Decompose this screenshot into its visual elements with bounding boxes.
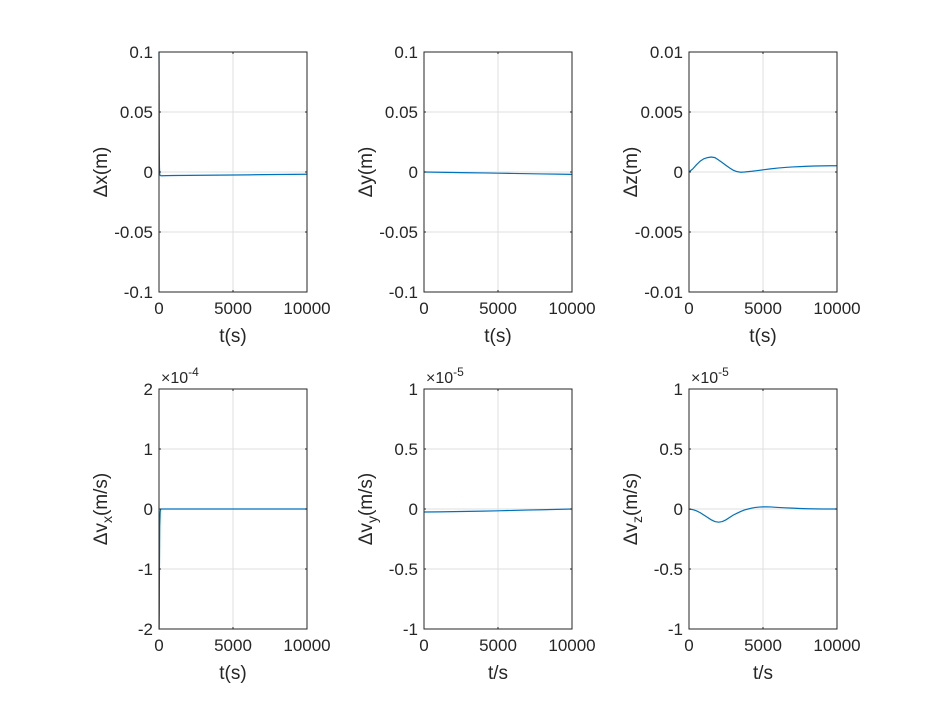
x-tick-label: 0 xyxy=(154,636,163,655)
x-tick-label: 10000 xyxy=(548,299,595,318)
y-tick-label: 0.1 xyxy=(394,43,418,62)
y-tick-label: -0.5 xyxy=(389,560,418,579)
subplot-2: 0 5000 10000 -0.1 -0.05 0 0.05 0.1 t(s) Δy(m) xyxy=(356,43,596,347)
subplot-5: 0 5000 10000 -1 -0.5 0 0.5 1 ×10-5 t/s Δvy(m/s) xyxy=(356,365,596,684)
y-axis-label: Δvz(m/s) xyxy=(621,473,645,545)
subplot-4: 0 5000 10000 -2 -1 0 1 2 ×10-4 t(s) Δvx(m/s) xyxy=(91,365,331,684)
x-axis-label: t(s) xyxy=(749,326,776,347)
y-exponent-label: ×10-4 xyxy=(161,365,199,387)
x-tick-label: 0 xyxy=(154,299,163,318)
y-tick-label: -1 xyxy=(668,620,683,639)
x-axis-label: t(s) xyxy=(219,326,246,347)
y-tick-label: 1 xyxy=(409,380,418,399)
y-tick-label: -1 xyxy=(138,560,153,579)
y-exponent-label: ×10-5 xyxy=(691,365,729,387)
y-tick-label: -0.1 xyxy=(389,283,418,302)
y-tick-label: 0 xyxy=(144,163,153,182)
x-tick-label: 5000 xyxy=(479,636,517,655)
y-tick-label: 0.1 xyxy=(129,43,153,62)
y-tick-label: 0.5 xyxy=(659,440,683,459)
x-tick-label: 10000 xyxy=(283,299,330,318)
x-tick-label: 0 xyxy=(419,636,428,655)
x-tick-label: 0 xyxy=(684,299,693,318)
x-tick-label: 5000 xyxy=(214,299,252,318)
series-line-1 xyxy=(688,506,837,523)
y-axis-label: Δx(m) xyxy=(91,147,112,198)
y-tick-label: 0.005 xyxy=(640,103,683,122)
y-tick-label: -0.5 xyxy=(654,560,683,579)
x-tick-label: 10000 xyxy=(813,636,860,655)
series-line-1 xyxy=(423,508,573,513)
x-axis-label: t/s xyxy=(488,663,508,684)
y-tick-label: 0.01 xyxy=(650,43,683,62)
y-tick-label: 0 xyxy=(144,500,153,519)
x-tick-label: 5000 xyxy=(744,636,782,655)
x-tick-label: 5000 xyxy=(479,299,517,318)
y-tick-label: 0 xyxy=(674,163,683,182)
y-tick-label: 0 xyxy=(409,500,418,519)
x-axis-label: t(s) xyxy=(484,326,511,347)
x-tick-label: 10000 xyxy=(283,636,330,655)
y-tick-label: 2 xyxy=(144,380,153,399)
y-tick-label: 1 xyxy=(144,440,153,459)
subplot-6: 0 5000 10000 -1 -0.5 0 0.5 1 ×10-5 t/s Δvz(m/s) xyxy=(621,365,861,684)
x-tick-label: 10000 xyxy=(548,636,595,655)
y-axis-label: Δy(m) xyxy=(356,147,377,198)
x-axis-label: t/s xyxy=(753,663,773,684)
y-tick-label: -0.01 xyxy=(644,283,683,302)
y-tick-label: -1 xyxy=(403,620,418,639)
y-tick-label: 0.5 xyxy=(394,440,418,459)
x-tick-label: 0 xyxy=(419,299,428,318)
x-tick-label: 5000 xyxy=(744,299,782,318)
y-tick-label: -0.05 xyxy=(379,223,418,242)
y-axis-label: Δz(m) xyxy=(621,147,642,198)
series-line-1 xyxy=(423,171,573,175)
y-tick-label: -0.1 xyxy=(124,283,153,302)
subplot-1: 0 5000 10000 -0.1 -0.05 0 0.05 0.1 t(s) Δx(m) xyxy=(91,43,331,347)
x-tick-label: 0 xyxy=(684,636,693,655)
series-line-1 xyxy=(688,156,837,173)
y-tick-label: 1 xyxy=(674,380,683,399)
x-tick-label: 5000 xyxy=(214,636,252,655)
y-axis-label: Δvy(m/s) xyxy=(356,473,380,545)
subplot-3: 0 5000 10000 -0.01 -0.005 0 0.005 0.01 t(s) Δz(m) xyxy=(621,43,861,347)
y-tick-label: -2 xyxy=(138,620,153,639)
x-tick-label: 10000 xyxy=(813,299,860,318)
x-axis-label: t(s) xyxy=(219,663,246,684)
y-exponent-label: ×10-5 xyxy=(426,365,464,387)
y-tick-label: 0 xyxy=(409,163,418,182)
y-tick-label: 0 xyxy=(674,500,683,519)
y-tick-label: -0.05 xyxy=(114,223,153,242)
y-tick-label: 0.05 xyxy=(385,103,418,122)
y-tick-label: 0.05 xyxy=(120,103,153,122)
y-tick-label: -0.005 xyxy=(635,223,683,242)
y-axis-label: Δvx(m/s) xyxy=(91,473,115,545)
